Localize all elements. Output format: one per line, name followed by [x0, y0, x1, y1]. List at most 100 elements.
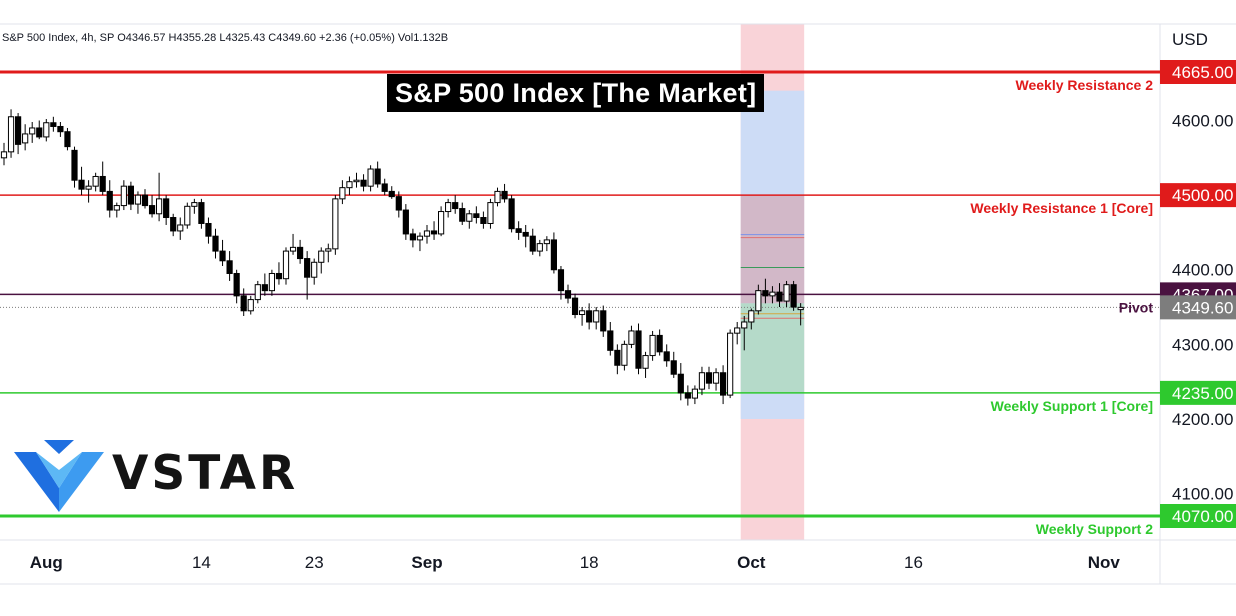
candle-body [367, 168, 374, 187]
candle-body [501, 190, 508, 200]
time-axis[interactable]: Aug 14 23 Sep 18 Oct 16 Nov [30, 553, 1121, 572]
time-tick-label: 16 [904, 553, 923, 572]
candle-body [233, 272, 240, 297]
level-lines: Weekly Resistance 2 Weekly Resistance 1 [… [0, 70, 1160, 537]
candle-body [614, 349, 621, 366]
candle-body [268, 272, 275, 292]
candle-body [261, 284, 268, 292]
candle-body [564, 290, 572, 299]
candle-body [353, 179, 360, 183]
candle-body [515, 228, 522, 233]
chart-header: S&P 500 Index, 4h, SP O4346.57 H4355.28 … [2, 32, 448, 44]
candle-body [734, 327, 741, 334]
candle-body [0, 151, 8, 159]
candle-body [755, 290, 762, 312]
candle-body [247, 299, 254, 312]
time-tick-label: 14 [192, 553, 211, 572]
level-price-label: 4665.00 [1172, 63, 1233, 82]
currency-label[interactable]: USD [1172, 30, 1208, 49]
candle-body [297, 246, 304, 260]
candle-body [141, 194, 149, 207]
candle-body [536, 243, 543, 252]
candle-body [226, 260, 233, 274]
candle-body [92, 175, 99, 187]
candle-body [163, 198, 170, 219]
price-tick-label: 4400.00 [1172, 261, 1233, 280]
candle-body [325, 248, 332, 252]
candle-body [607, 330, 614, 351]
candle-body [522, 231, 529, 237]
candle-body [134, 194, 142, 205]
candle-body [254, 284, 261, 301]
candle-body [99, 175, 106, 192]
level-name-label: Weekly Support 2 [1036, 521, 1153, 537]
candle-body [712, 372, 720, 384]
candle-body [416, 235, 424, 241]
candle-body [487, 202, 494, 224]
level-price-label: 4070.00 [1172, 507, 1233, 526]
price-tick-label: 4200.00 [1172, 410, 1233, 429]
price-tick-label: 4100.00 [1172, 485, 1233, 504]
level-price-label: 4500.00 [1172, 186, 1233, 205]
price-tick-label: 4600.00 [1172, 112, 1233, 131]
candle-body [480, 217, 487, 224]
candle-body [22, 133, 29, 144]
candle-body [346, 181, 353, 189]
candle-body [430, 230, 438, 235]
vstar-v-logo-icon [14, 440, 104, 512]
time-tick-label: Aug [30, 553, 63, 572]
candle-body [29, 127, 36, 135]
candle-body [670, 360, 677, 375]
candle-body [36, 127, 43, 138]
candle-body [452, 202, 459, 210]
time-tick-label: Oct [737, 553, 766, 572]
candle-body [50, 122, 57, 127]
candle-body [85, 185, 92, 190]
candle-body [628, 330, 635, 345]
level-name-label: Weekly Resistance 1 [Core] [970, 200, 1153, 216]
candle-body [205, 222, 212, 237]
candle-body [698, 372, 706, 390]
candle-body [71, 149, 78, 181]
chart-title: S&P 500 Index [The Market] [387, 74, 765, 112]
time-tick-label: Nov [1088, 553, 1121, 572]
candle-body [113, 205, 120, 211]
candle-body [106, 190, 113, 211]
symbol-line: S&P 500 Index, 4h, SP [2, 32, 115, 44]
candle-body [600, 310, 607, 332]
level-price-tag [1160, 295, 1236, 320]
candle-body [783, 284, 790, 302]
candle-body [304, 258, 311, 278]
candle-body [494, 190, 501, 204]
candle-body [395, 196, 402, 211]
price-axis[interactable]: 4600.00 4400.00 4300.00 4200.00 4100.00 4665.… [1160, 60, 1236, 528]
level-price-tag [1160, 183, 1236, 208]
candle-body [219, 250, 226, 262]
candle-body [275, 272, 283, 280]
candle-body [332, 198, 339, 250]
candle-body [438, 211, 445, 235]
candle-body [177, 224, 184, 232]
candle-body [156, 198, 163, 215]
candle-body [769, 291, 776, 297]
candle-body [15, 116, 22, 145]
candle-body [184, 205, 191, 226]
candle-body [191, 202, 198, 207]
candle-body [402, 209, 409, 235]
logo-text: VSTAR [112, 446, 299, 501]
candle-body [621, 343, 628, 366]
level-price-label: 4349.60 [1172, 298, 1233, 317]
candle-body [374, 168, 381, 185]
candle-body [318, 250, 325, 263]
candle-body [550, 239, 557, 271]
level-price-tag [1160, 60, 1236, 84]
candle-body [677, 373, 684, 394]
candle-body [557, 269, 565, 292]
candle-body [642, 355, 649, 369]
candle-body [762, 290, 769, 297]
candle-body [212, 235, 219, 252]
candle-body [586, 310, 593, 323]
candle-body [148, 205, 156, 215]
candle-body [790, 284, 797, 308]
